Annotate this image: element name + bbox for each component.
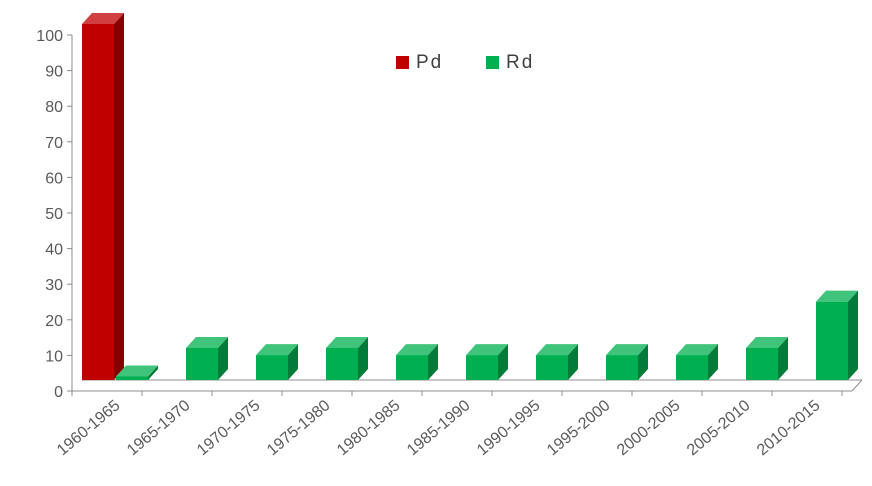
axes [67, 34, 863, 396]
bar-side [778, 336, 788, 380]
bar-front [676, 355, 708, 380]
bar-pd [82, 13, 124, 380]
bar-side [148, 365, 158, 380]
bar-front [536, 355, 568, 380]
bar-rd [676, 344, 718, 380]
bar-side [358, 336, 368, 380]
bar-side [638, 344, 648, 380]
bar-front [746, 347, 778, 380]
y-tick-label: 60 [45, 170, 63, 187]
bars [82, 13, 858, 380]
bar-top [606, 344, 648, 356]
y-tick-label: 90 [45, 64, 63, 81]
x-tick-label: 2010-2015 [754, 397, 824, 459]
legend-swatch [486, 56, 499, 69]
y-tick-label: 100 [36, 28, 63, 45]
y-tick-label: 0 [54, 384, 63, 401]
bar-rd [396, 344, 438, 380]
bar-rd [186, 336, 228, 380]
bar-front [466, 355, 498, 380]
x-tick-label: 1970-1975 [194, 397, 264, 459]
bar-front [186, 347, 218, 380]
x-tick-label: 1985-1990 [404, 397, 474, 459]
bar-top [466, 344, 508, 356]
x-tick-labels: 1960-1965 1965-1970 1970-1975 1975-1980 1980… [54, 397, 824, 459]
bar-top [536, 344, 578, 356]
x-tick-label: 1990-1995 [474, 397, 544, 459]
bar-side [708, 344, 718, 380]
bar-rd [816, 290, 858, 380]
y-tick-label: 10 [45, 348, 63, 365]
bar-front [816, 301, 848, 380]
bar-front [396, 355, 428, 380]
bar-front [326, 347, 358, 380]
legend-swatch [396, 56, 409, 69]
bar-rd [466, 344, 508, 380]
legend-label: Rd [506, 52, 534, 73]
bar-top [326, 336, 368, 348]
y-tick-label: 40 [45, 242, 63, 259]
bar-side [288, 344, 298, 380]
bar-top [816, 290, 858, 302]
bar-rd [116, 365, 158, 380]
bar-side [568, 344, 578, 380]
bar-side [848, 290, 858, 380]
bar-rd [326, 336, 368, 380]
y-tick-labels: 0 10 20 30 40 50 60 70 80 90 100 [36, 28, 63, 401]
bar-side [114, 13, 124, 380]
bar-front [606, 355, 638, 380]
bar-top [186, 336, 228, 348]
legend-label: Pd [416, 52, 443, 73]
bar-side [498, 344, 508, 380]
bar-front [116, 376, 148, 380]
bar-front [256, 355, 288, 380]
y-tick-label: 70 [45, 135, 63, 152]
bar-top [746, 336, 788, 348]
x-tick-label: 1960-1965 [54, 397, 124, 459]
bar-top [676, 344, 718, 356]
bar-side [428, 344, 438, 380]
x-tick-label: 1995-2000 [544, 397, 614, 459]
bar-top [256, 344, 298, 356]
floor-right-edge [851, 379, 863, 392]
bar-top [116, 365, 158, 377]
x-tick-label: 2005-2010 [684, 397, 754, 459]
y-tick-label: 20 [45, 313, 63, 330]
bar-front [82, 24, 114, 380]
y-tick-label: 50 [45, 206, 63, 223]
bar-rd [746, 336, 788, 380]
bar-top [396, 344, 438, 356]
y-tick-label: 30 [45, 277, 63, 294]
legend: Pd Rd [396, 52, 534, 73]
bar-side [218, 336, 228, 380]
bar-rd [536, 344, 578, 380]
y-tick-label: 80 [45, 99, 63, 116]
bar-rd [256, 344, 298, 380]
bar-top [82, 13, 124, 24]
x-tick-label: 1965-1970 [124, 397, 194, 459]
x-tick-label: 1980-1985 [334, 397, 404, 459]
x-tick-label: 1975-1980 [264, 397, 334, 459]
bar-rd [606, 344, 648, 380]
x-tick-label: 2000-2005 [614, 397, 684, 459]
